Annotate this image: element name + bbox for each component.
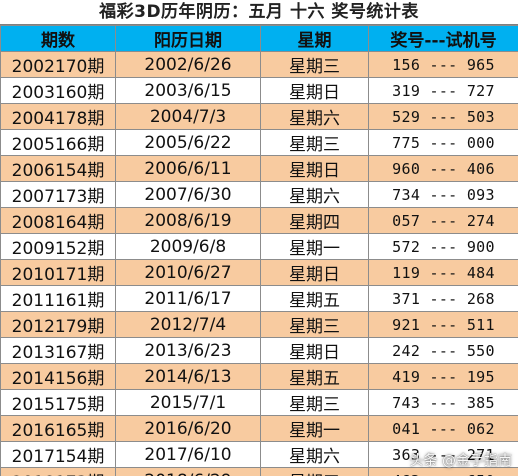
cell-weekday: 星期日 xyxy=(260,259,369,286)
cell-issue: 2002170期 xyxy=(0,51,116,78)
table-body: 2002170期 2002/6/26 星期三 156 --- 965 20031… xyxy=(0,51,518,476)
table-row: 2018173期 2018/6/29 星期五 463 --- 650 xyxy=(0,467,518,476)
cell-issue: 2014156期 xyxy=(0,363,116,390)
cell-numbers: 371 --- 268 xyxy=(368,285,518,312)
header-row: 期数 阳历日期 星期 奖号---试机号 xyxy=(0,25,518,52)
cell-numbers: 775 --- 000 xyxy=(368,129,518,156)
table-row: 2017154期 2017/6/10 星期六 363 --- 271 xyxy=(0,441,518,468)
cell-numbers: 734 --- 093 xyxy=(368,181,518,208)
cell-date: 2003/6/15 xyxy=(115,77,261,104)
cell-date: 2006/6/11 xyxy=(115,155,261,182)
cell-numbers: 041 --- 062 xyxy=(368,415,518,442)
lottery-table: 期数 阳历日期 星期 奖号---试机号 2002170期 2002/6/26 星… xyxy=(0,25,518,476)
cell-weekday: 星期一 xyxy=(260,233,369,260)
table-row: 2004178期 2004/7/3 星期六 529 --- 503 xyxy=(0,103,518,130)
cell-numbers: 057 --- 274 xyxy=(368,207,518,234)
column-header-date: 阳历日期 xyxy=(115,25,261,52)
table-row: 2003160期 2003/6/15 星期日 319 --- 727 xyxy=(0,77,518,104)
table-row: 2013167期 2013/6/23 星期日 242 --- 550 xyxy=(0,337,518,364)
cell-numbers: 921 --- 511 xyxy=(368,311,518,338)
table-row: 2009152期 2009/6/8 星期一 572 --- 900 xyxy=(0,233,518,260)
cell-numbers: 960 --- 406 xyxy=(368,155,518,182)
cell-date: 2018/6/29 xyxy=(115,467,261,476)
cell-date: 2002/6/26 xyxy=(115,51,261,78)
cell-weekday: 星期六 xyxy=(260,181,369,208)
cell-issue: 2018173期 xyxy=(0,467,116,476)
cell-numbers: 363 --- 271 xyxy=(368,441,518,468)
cell-weekday: 星期四 xyxy=(260,207,369,234)
table-row: 2012179期 2012/7/4 星期三 921 --- 511 xyxy=(0,311,518,338)
table-row: 2015175期 2015/7/1 星期三 743 --- 385 xyxy=(0,389,518,416)
cell-date: 2015/7/1 xyxy=(115,389,261,416)
column-header-weekday: 星期 xyxy=(260,25,369,52)
cell-numbers: 743 --- 385 xyxy=(368,389,518,416)
cell-weekday: 星期一 xyxy=(260,415,369,442)
cell-numbers: 156 --- 965 xyxy=(368,51,518,78)
cell-date: 2010/6/27 xyxy=(115,259,261,286)
cell-date: 2014/6/13 xyxy=(115,363,261,390)
table-row: 2002170期 2002/6/26 星期三 156 --- 965 xyxy=(0,51,518,78)
cell-issue: 2015175期 xyxy=(0,389,116,416)
table-row: 2005166期 2005/6/22 星期三 775 --- 000 xyxy=(0,129,518,156)
column-header-issue: 期数 xyxy=(0,25,116,52)
cell-issue: 2009152期 xyxy=(0,233,116,260)
cell-weekday: 星期日 xyxy=(260,77,369,104)
cell-numbers: 242 --- 550 xyxy=(368,337,518,364)
cell-weekday: 星期三 xyxy=(260,311,369,338)
cell-weekday: 星期五 xyxy=(260,467,369,476)
table-row: 2006154期 2006/6/11 星期日 960 --- 406 xyxy=(0,155,518,182)
cell-issue: 2013167期 xyxy=(0,337,116,364)
table-row: 2007173期 2007/6/30 星期六 734 --- 093 xyxy=(0,181,518,208)
cell-issue: 2006154期 xyxy=(0,155,116,182)
cell-numbers: 419 --- 195 xyxy=(368,363,518,390)
cell-issue: 2012179期 xyxy=(0,311,116,338)
cell-date: 2007/6/30 xyxy=(115,181,261,208)
cell-weekday: 星期日 xyxy=(260,337,369,364)
cell-date: 2009/6/8 xyxy=(115,233,261,260)
cell-issue: 2011161期 xyxy=(0,285,116,312)
cell-date: 2017/6/10 xyxy=(115,441,261,468)
cell-numbers: 319 --- 727 xyxy=(368,77,518,104)
table-row: 2014156期 2014/6/13 星期五 419 --- 195 xyxy=(0,363,518,390)
cell-numbers: 463 --- 650 xyxy=(368,467,518,476)
cell-weekday: 星期五 xyxy=(260,363,369,390)
cell-date: 2016/6/20 xyxy=(115,415,261,442)
cell-weekday: 星期五 xyxy=(260,285,369,312)
cell-issue: 2007173期 xyxy=(0,181,116,208)
column-header-numbers: 奖号---试机号 xyxy=(368,25,518,52)
cell-issue: 2017154期 xyxy=(0,441,116,468)
cell-date: 2005/6/22 xyxy=(115,129,261,156)
cell-issue: 2005166期 xyxy=(0,129,116,156)
cell-date: 2013/6/23 xyxy=(115,337,261,364)
cell-date: 2011/6/17 xyxy=(115,285,261,312)
table-title: 福彩3D历年阴历：五月 十六 奖号统计表 xyxy=(0,0,518,25)
table-row: 2016165期 2016/6/20 星期一 041 --- 062 xyxy=(0,415,518,442)
cell-date: 2004/7/3 xyxy=(115,103,261,130)
cell-weekday: 星期日 xyxy=(260,155,369,182)
cell-weekday: 星期三 xyxy=(260,51,369,78)
cell-issue: 2008164期 xyxy=(0,207,116,234)
cell-numbers: 572 --- 900 xyxy=(368,233,518,260)
cell-issue: 2004178期 xyxy=(0,103,116,130)
cell-weekday: 星期三 xyxy=(260,129,369,156)
cell-issue: 2010171期 xyxy=(0,259,116,286)
cell-weekday: 星期三 xyxy=(260,389,369,416)
table-row: 2010171期 2010/6/27 星期日 119 --- 484 xyxy=(0,259,518,286)
cell-date: 2008/6/19 xyxy=(115,207,261,234)
cell-numbers: 119 --- 484 xyxy=(368,259,518,286)
table-row: 2011161期 2011/6/17 星期五 371 --- 268 xyxy=(0,285,518,312)
cell-weekday: 星期六 xyxy=(260,103,369,130)
table-row: 2008164期 2008/6/19 星期四 057 --- 274 xyxy=(0,207,518,234)
cell-issue: 2003160期 xyxy=(0,77,116,104)
cell-date: 2012/7/4 xyxy=(115,311,261,338)
cell-issue: 2016165期 xyxy=(0,415,116,442)
cell-numbers: 529 --- 503 xyxy=(368,103,518,130)
cell-weekday: 星期六 xyxy=(260,441,369,468)
